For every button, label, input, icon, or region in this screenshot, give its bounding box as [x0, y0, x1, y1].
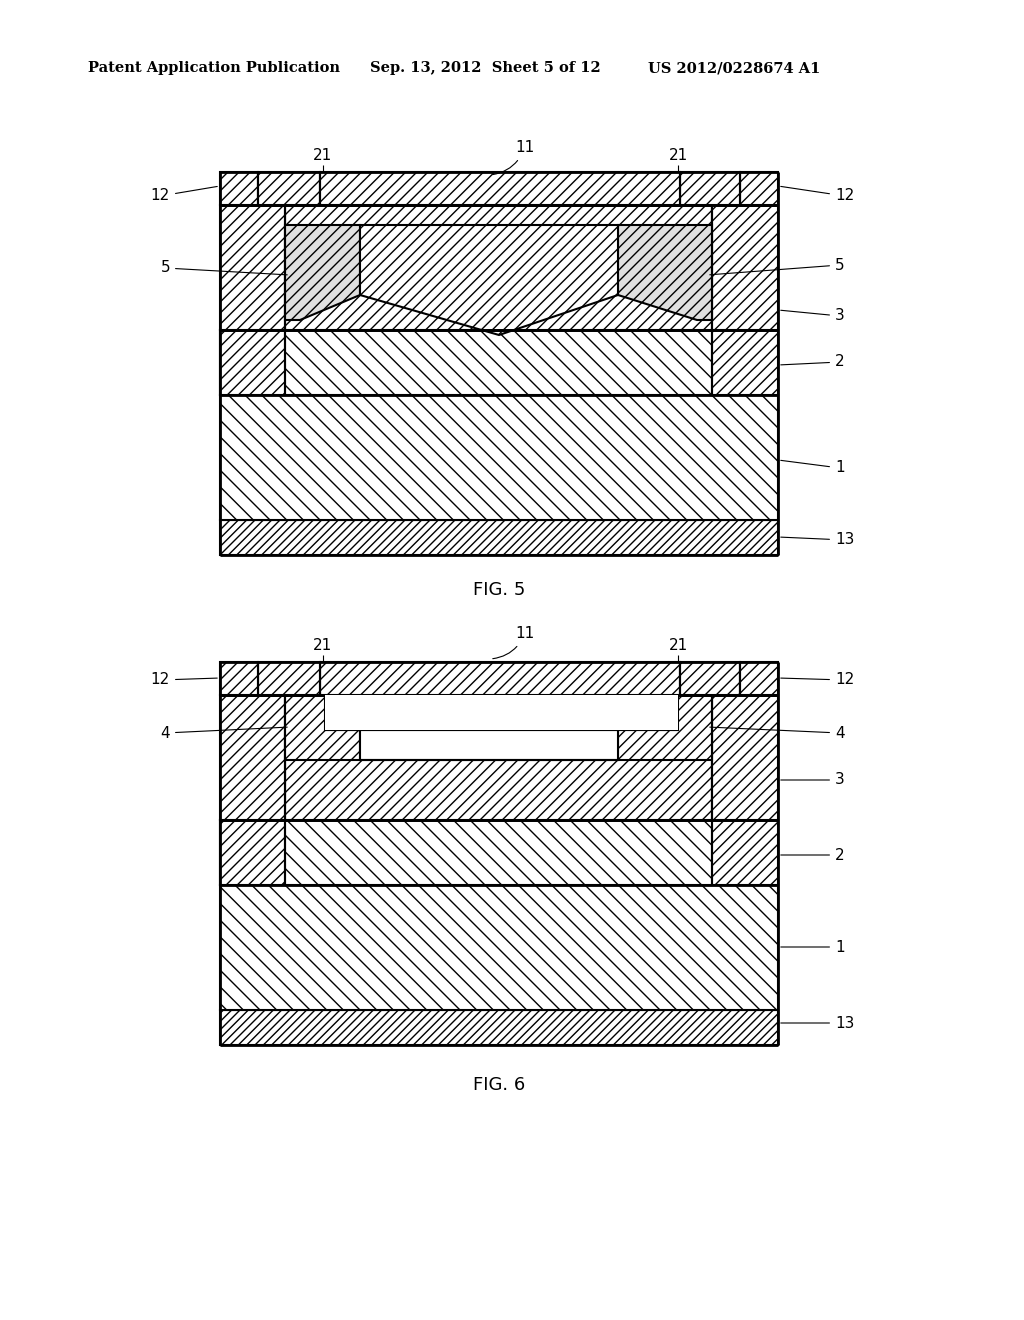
Text: Sep. 13, 2012  Sheet 5 of 12: Sep. 13, 2012 Sheet 5 of 12: [370, 61, 601, 75]
Bar: [712, 696, 778, 820]
Bar: [220, 330, 778, 395]
Bar: [680, 663, 740, 696]
Text: 21: 21: [669, 639, 688, 653]
Polygon shape: [360, 224, 618, 335]
Text: 12: 12: [151, 186, 217, 203]
Bar: [325, 696, 678, 730]
Bar: [258, 663, 319, 696]
Polygon shape: [618, 696, 712, 760]
Text: Patent Application Publication: Patent Application Publication: [88, 61, 340, 75]
Text: 13: 13: [780, 532, 854, 548]
Bar: [712, 820, 778, 884]
Text: US 2012/0228674 A1: US 2012/0228674 A1: [648, 61, 820, 75]
Text: 3: 3: [780, 309, 845, 323]
Text: 5: 5: [710, 257, 845, 275]
Text: 11: 11: [493, 140, 535, 174]
Text: 12: 12: [780, 186, 854, 203]
Bar: [285, 205, 712, 330]
Bar: [740, 172, 778, 205]
Text: 4: 4: [710, 726, 845, 741]
Text: FIG. 6: FIG. 6: [473, 1076, 525, 1094]
Bar: [360, 696, 618, 760]
Bar: [740, 663, 778, 696]
Bar: [220, 205, 285, 330]
Text: 5: 5: [161, 260, 287, 276]
Bar: [220, 172, 258, 205]
Bar: [258, 172, 319, 205]
Text: 2: 2: [780, 847, 845, 862]
Text: 13: 13: [780, 1015, 854, 1031]
Bar: [220, 395, 778, 520]
Text: 12: 12: [151, 672, 217, 688]
Text: 1: 1: [780, 461, 845, 475]
Bar: [285, 696, 712, 820]
Bar: [319, 172, 680, 205]
Text: 2: 2: [780, 355, 845, 370]
Bar: [680, 172, 740, 205]
Text: 21: 21: [313, 149, 333, 164]
Bar: [220, 663, 258, 696]
Bar: [220, 696, 285, 820]
Text: 21: 21: [669, 149, 688, 164]
Polygon shape: [618, 224, 712, 319]
Text: FIG. 5: FIG. 5: [473, 581, 525, 599]
Text: 4: 4: [161, 726, 287, 741]
Polygon shape: [285, 224, 360, 319]
Bar: [220, 520, 778, 554]
Text: 1: 1: [780, 940, 845, 954]
Text: 3: 3: [780, 772, 845, 788]
Bar: [220, 330, 285, 395]
Bar: [712, 330, 778, 395]
Text: 12: 12: [780, 672, 854, 688]
Bar: [220, 1010, 778, 1045]
Text: 21: 21: [313, 639, 333, 653]
Bar: [712, 205, 778, 330]
Bar: [220, 820, 778, 884]
Text: 11: 11: [493, 627, 535, 659]
Polygon shape: [285, 696, 360, 760]
Bar: [220, 884, 778, 1010]
Bar: [319, 663, 680, 696]
Bar: [220, 820, 285, 884]
